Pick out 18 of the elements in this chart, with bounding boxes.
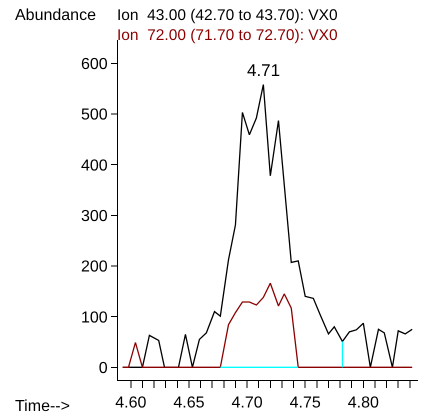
y-tick-label: 0 <box>98 360 108 377</box>
y-tick-label: 400 <box>80 157 108 174</box>
line-series <box>122 282 413 368</box>
x-tick-label: 4.80 <box>348 394 380 412</box>
y-tick-label: 100 <box>80 309 108 326</box>
text: Ion 43.00 (42.70 to 43.70): VX0 <box>117 7 338 24</box>
x-tick-label: 4.65 <box>173 394 205 412</box>
x-tick-label: 4.60 <box>115 394 146 412</box>
text: Ion 72.00 (71.70 to 72.70): VX0 <box>117 27 338 44</box>
y-axis-title: Abundance <box>15 7 96 24</box>
y-tick-label: 600 <box>80 56 108 73</box>
y-tick-label: 200 <box>80 258 108 276</box>
annotation: 4.71 <box>247 61 280 80</box>
y-tick-label: 300 <box>80 208 108 225</box>
x-tick-label: 4.70 <box>232 394 263 412</box>
y-tick-label: 500 <box>80 106 108 124</box>
x-tick-label: 4.75 <box>290 394 321 412</box>
x-axis-title: Time--> <box>15 398 70 413</box>
